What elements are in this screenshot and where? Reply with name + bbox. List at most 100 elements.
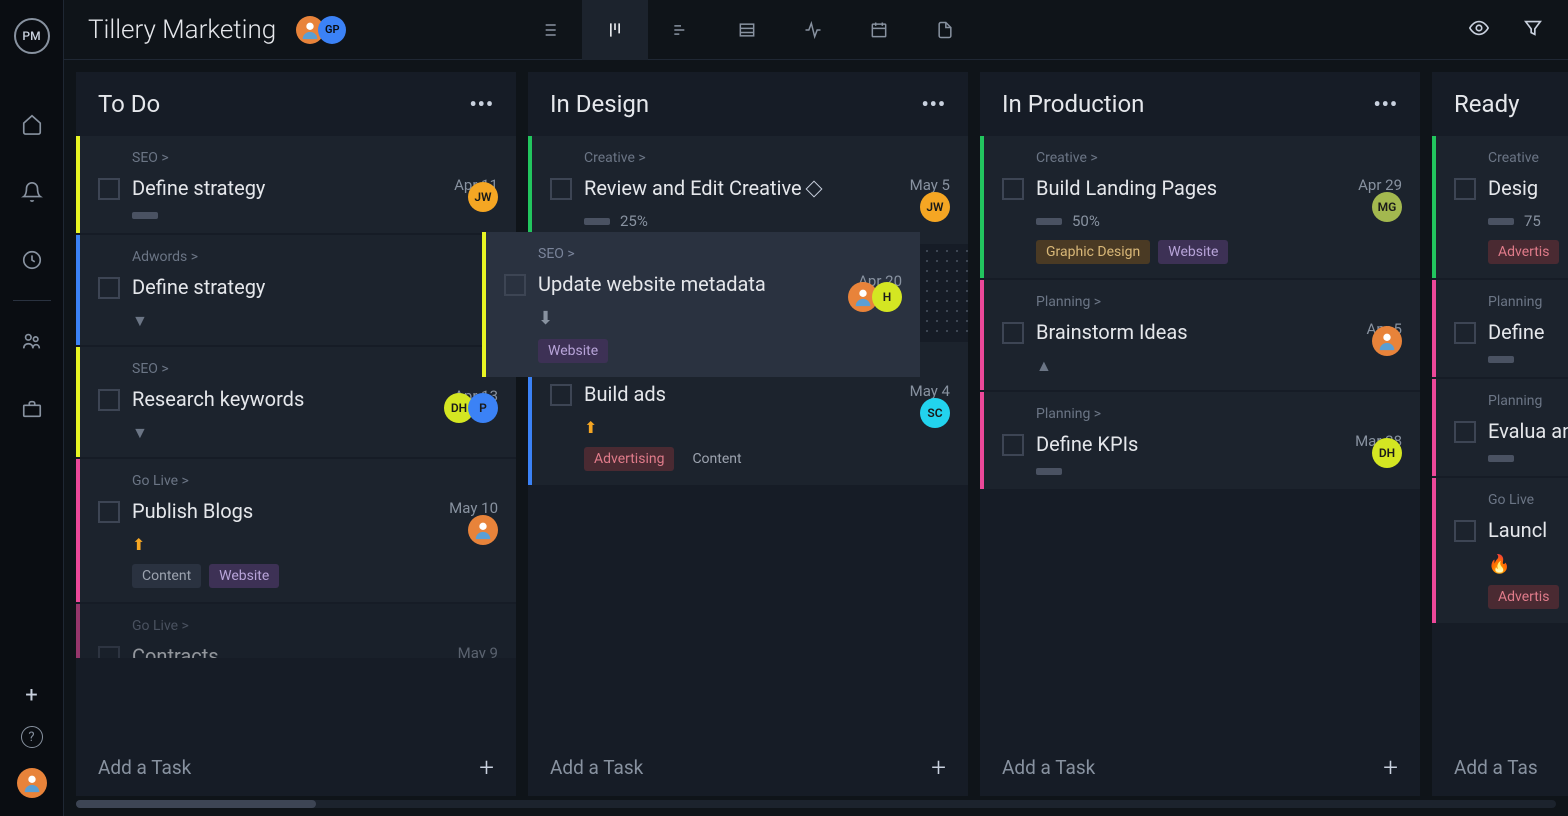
task-card[interactable]: SEO > Research keywords Apr 13 ▼DHP	[76, 347, 516, 457]
add-task-button[interactable]: Add a Tas+	[1432, 738, 1568, 796]
bell-icon[interactable]	[20, 180, 44, 204]
task-card[interactable]: Planning Define	[1432, 280, 1568, 377]
activity-view-tab[interactable]	[780, 0, 846, 60]
tag[interactable]: Advertising	[584, 447, 674, 471]
filter-icon[interactable]	[1522, 17, 1544, 43]
task-card[interactable]: Go Live Launcl 🔥Advertis	[1432, 478, 1568, 623]
task-card[interactable]: Planning Evalua and N	[1432, 379, 1568, 476]
card-category: Go Live >	[98, 473, 498, 489]
tag[interactable]: Website	[209, 564, 279, 588]
tag[interactable]: Content	[132, 564, 201, 588]
task-checkbox[interactable]	[98, 646, 120, 658]
task-checkbox[interactable]	[1002, 178, 1024, 200]
task-checkbox[interactable]	[98, 277, 120, 299]
column-menu-icon[interactable]: •••	[1373, 92, 1398, 116]
column-menu-icon[interactable]: •••	[469, 92, 494, 116]
task-checkbox[interactable]	[1002, 434, 1024, 456]
add-task-button[interactable]: Add a Task+	[528, 738, 968, 796]
tag[interactable]: Website	[1158, 240, 1228, 264]
column-header: To Do •••	[76, 72, 516, 136]
card-avatar[interactable]	[468, 515, 498, 545]
card-avatars: MG	[1372, 192, 1402, 222]
eye-icon[interactable]	[1468, 17, 1490, 43]
card-category: SEO >	[98, 150, 498, 166]
column-header: In Production •••	[980, 72, 1420, 136]
task-card[interactable]: Adwords > Define strategy ▼	[76, 235, 516, 345]
task-checkbox[interactable]	[550, 178, 572, 200]
tag[interactable]: Website	[538, 339, 608, 363]
task-checkbox[interactable]	[550, 384, 572, 406]
task-card[interactable]: Creative > Build Landing Pages Apr 29 50…	[980, 136, 1420, 278]
list-view-tab[interactable]	[516, 0, 582, 60]
card-category: Planning	[1454, 393, 1568, 409]
card-avatar[interactable]: JW	[468, 182, 498, 212]
priority-bar	[1488, 218, 1514, 225]
gantt-view-tab[interactable]	[648, 0, 714, 60]
card-avatar[interactable]: JW	[920, 192, 950, 222]
task-checkbox[interactable]	[1454, 520, 1476, 542]
task-checkbox[interactable]	[98, 178, 120, 200]
dragging-card[interactable]: SEO > Update website metadata Apr 20 ⬇ W…	[482, 232, 920, 377]
task-checkbox[interactable]	[1454, 178, 1476, 200]
header: Tillery Marketing GP	[64, 0, 1568, 60]
task-card[interactable]: SEO > Define strategy Apr 11 JW	[76, 136, 516, 233]
task-checkbox[interactable]	[504, 274, 526, 296]
tag[interactable]: Advertis	[1488, 585, 1559, 609]
board-view-tab[interactable]	[582, 0, 648, 60]
card-title: Define KPIs	[1036, 432, 1343, 456]
card-avatar[interactable]	[1372, 326, 1402, 356]
task-checkbox[interactable]	[1454, 421, 1476, 443]
task-card[interactable]: Planning > Brainstorm Ideas Apr 5 ▲	[980, 280, 1420, 390]
project-title: Tillery Marketing	[88, 15, 276, 45]
column-title: To Do	[98, 90, 160, 118]
task-checkbox[interactable]	[1002, 322, 1024, 344]
board-column: To Do •••SEO > Define strategy Apr 11 JW…	[76, 72, 516, 796]
tag[interactable]: Content	[682, 447, 751, 471]
task-card[interactable]: Planning > Define KPIs Mar 28 DH	[980, 392, 1420, 489]
task-card[interactable]: Creative > Review and Edit Creative May …	[528, 136, 968, 244]
team-icon[interactable]	[20, 329, 44, 353]
horizontal-scrollbar[interactable]	[76, 800, 1556, 808]
add-icon[interactable]: +	[25, 683, 37, 708]
task-checkbox[interactable]	[98, 501, 120, 523]
card-avatar[interactable]: DH	[1372, 438, 1402, 468]
card-tags: Advertis	[1454, 585, 1568, 609]
user-avatar[interactable]	[17, 768, 47, 798]
logo[interactable]: PM	[14, 18, 50, 54]
card-avatar[interactable]: H	[872, 282, 902, 312]
task-card[interactable]: Creative Desig 75Advertis	[1432, 136, 1568, 278]
card-tags: Advertis	[1454, 240, 1568, 264]
header-avatars[interactable]: GP	[296, 16, 346, 44]
clock-icon[interactable]	[20, 248, 44, 272]
add-task-button[interactable]: Add a Task+	[980, 738, 1420, 796]
priority-up-icon: ⬆	[132, 535, 145, 554]
task-checkbox[interactable]	[1454, 322, 1476, 344]
add-task-button[interactable]: Add a Task+	[76, 738, 516, 796]
home-icon[interactable]	[20, 112, 44, 136]
help-icon[interactable]: ?	[21, 726, 43, 748]
header-avatar[interactable]: GP	[318, 16, 346, 44]
task-card[interactable]: Go Live > Contracts May 9	[76, 604, 516, 658]
priority-up-icon: ⬆	[584, 418, 597, 437]
card-title: Review and Edit Creative	[584, 176, 898, 200]
card-avatar[interactable]: SC	[920, 398, 950, 428]
tag[interactable]: Graphic Design	[1036, 240, 1150, 264]
card-avatar[interactable]: P	[468, 393, 498, 423]
plus-icon: +	[479, 753, 494, 783]
board-column: In Production •••Creative > Build Landin…	[980, 72, 1420, 796]
column-cards: Creative > Build Landing Pages Apr 29 50…	[980, 136, 1420, 738]
card-category: SEO >	[98, 361, 498, 377]
card-category: Creative >	[550, 150, 950, 166]
column-cards: Creative Desig 75AdvertisPlanning Define…	[1432, 136, 1568, 738]
briefcase-icon[interactable]	[20, 397, 44, 421]
column-menu-icon[interactable]: •••	[921, 92, 946, 116]
task-card[interactable]: Go Live > Publish Blogs May 10 ⬆ContentW…	[76, 459, 516, 602]
file-view-tab[interactable]	[912, 0, 978, 60]
column-header: Ready •••	[1432, 72, 1568, 136]
card-avatar[interactable]: MG	[1372, 192, 1402, 222]
tag[interactable]: Advertis	[1488, 240, 1559, 264]
calendar-view-tab[interactable]	[846, 0, 912, 60]
task-checkbox[interactable]	[98, 389, 120, 411]
table-view-tab[interactable]	[714, 0, 780, 60]
sidebar: PM + ?	[0, 0, 64, 816]
